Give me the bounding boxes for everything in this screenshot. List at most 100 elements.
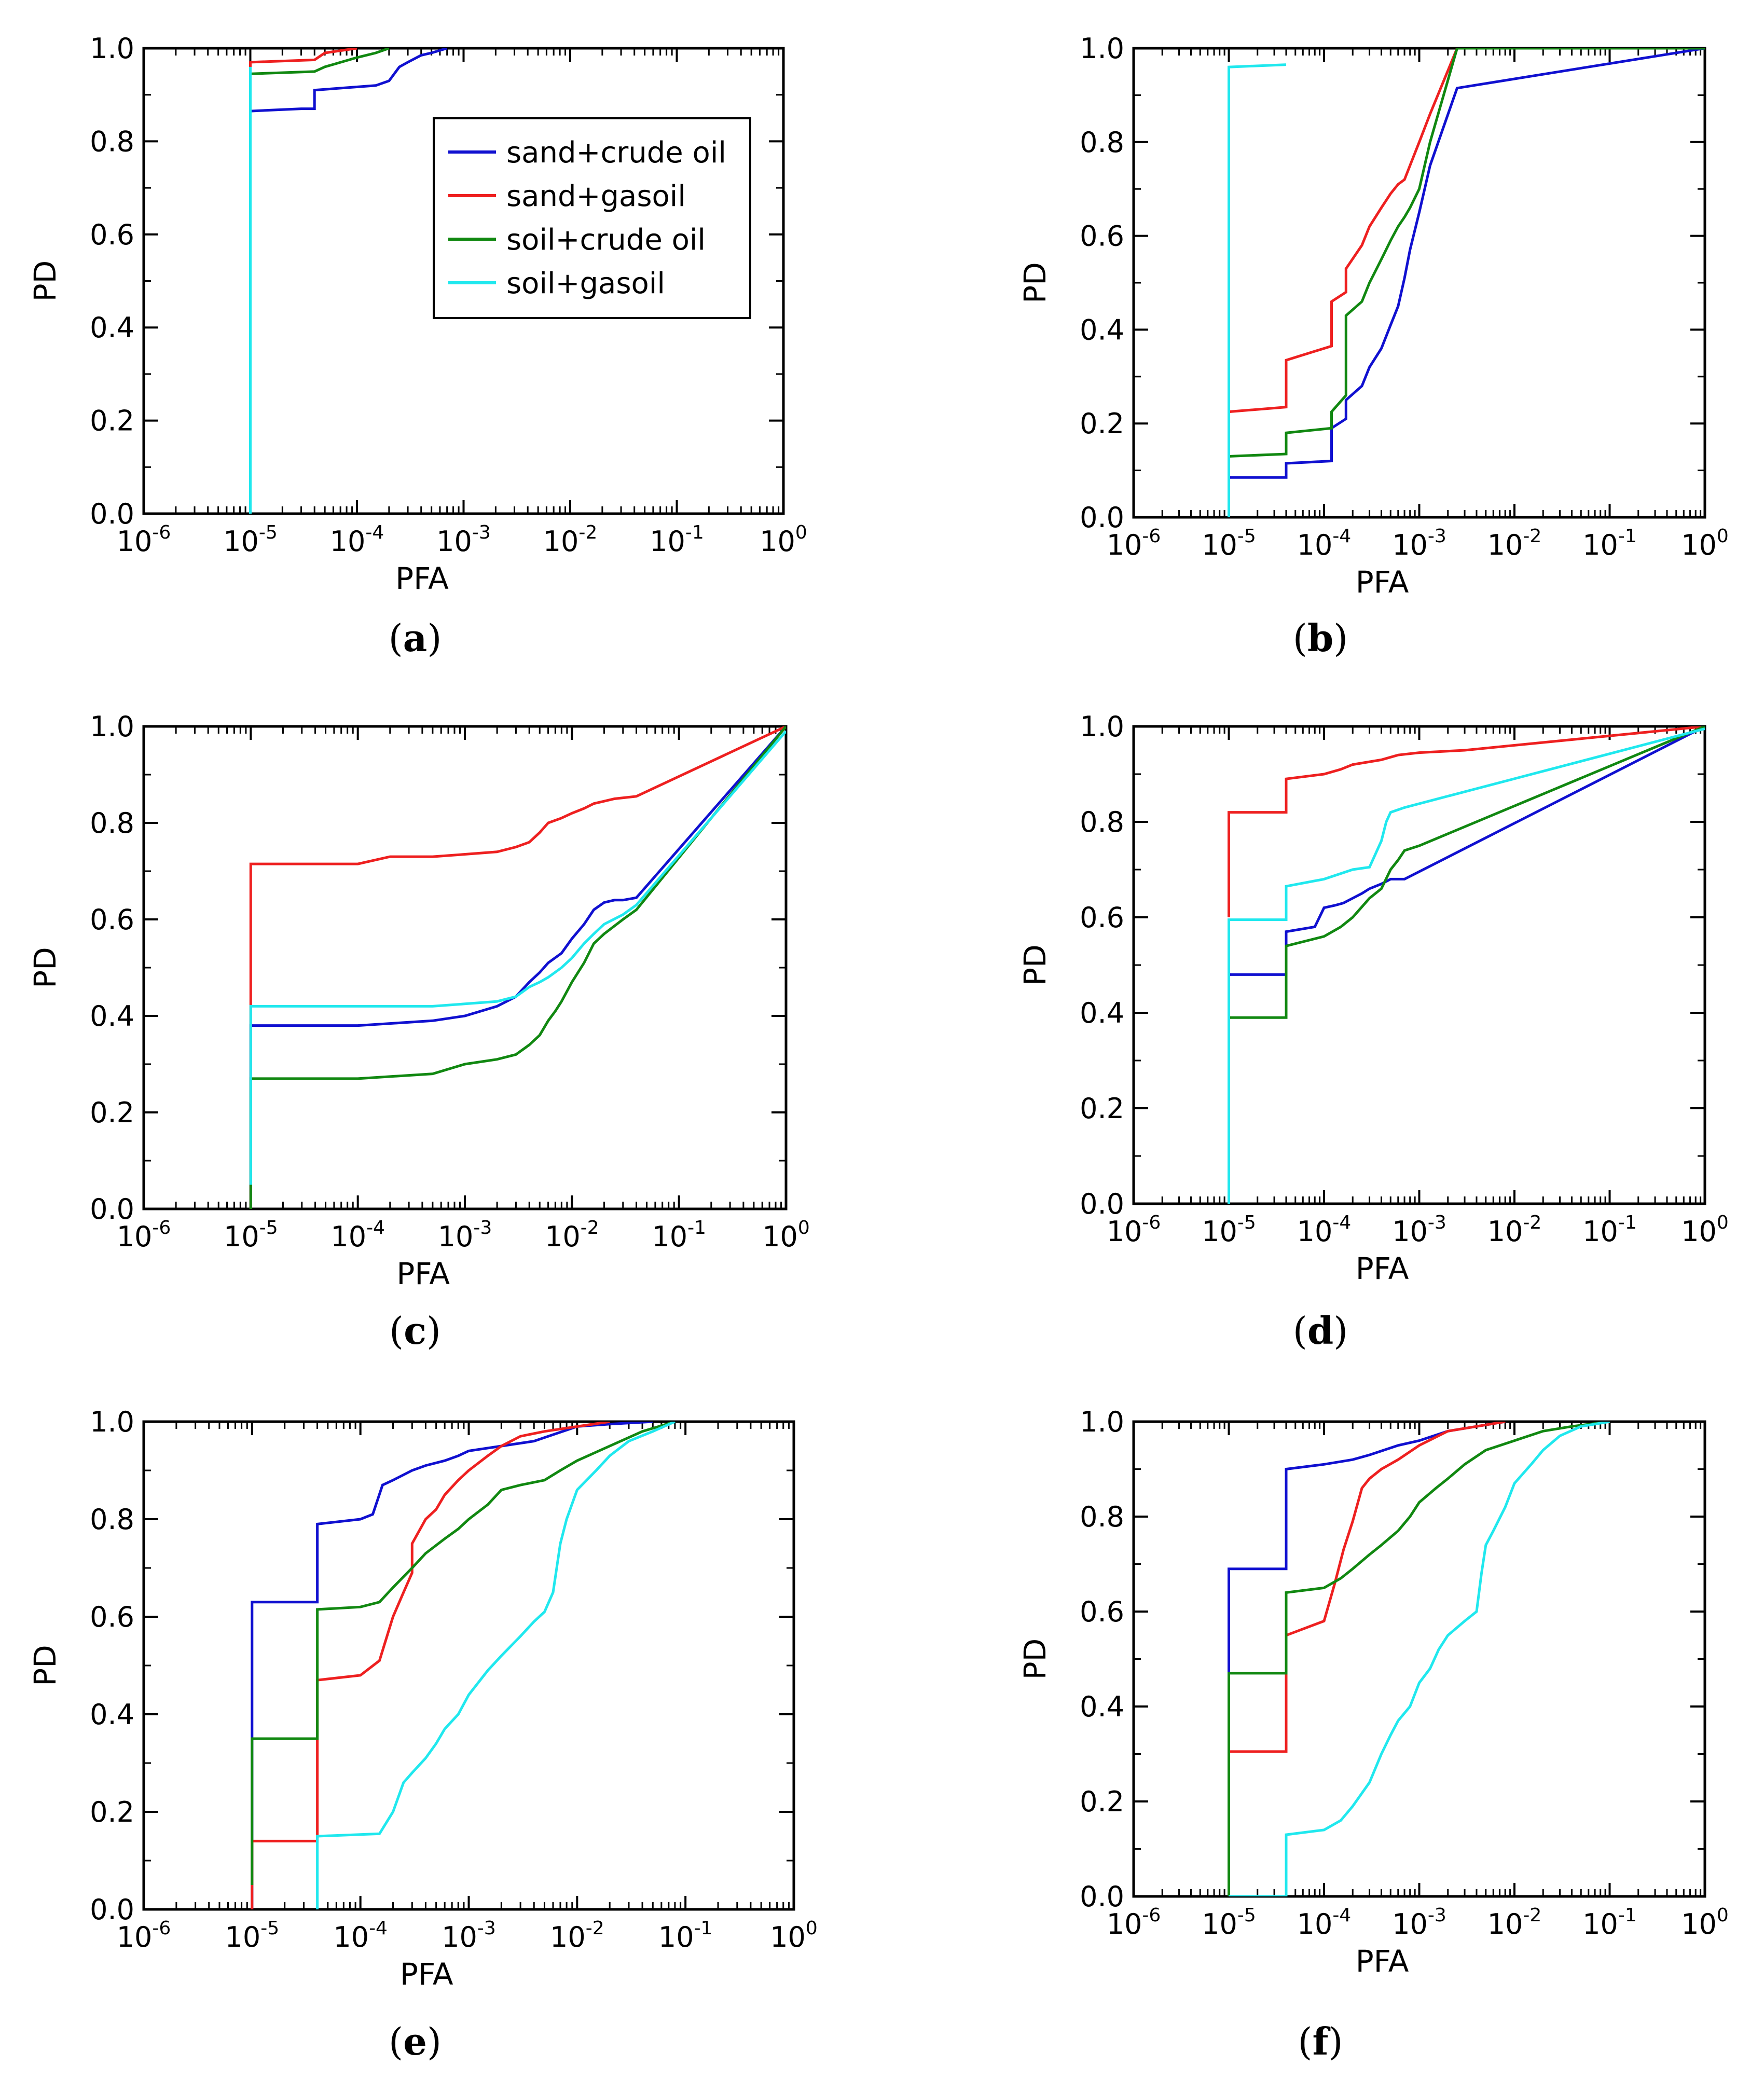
chart-panel-c: 10-6 10-5 10-4 10-3 10-2 10-1 100 0.0 0.2 0.4 0.6 0… <box>27 710 810 1353</box>
x-tick-label: 10-1 <box>658 1918 713 1953</box>
plot-frame <box>1132 725 1706 1205</box>
series-line-soil-crude-oil <box>249 726 786 1209</box>
series-line-soil-crude-oil <box>1228 726 1705 1204</box>
y-tick-label: 1.0 <box>90 32 134 65</box>
y-tick-label: 0.0 <box>1080 1880 1124 1913</box>
x-tick-label: 10-6 <box>117 1918 171 1953</box>
y-tick-label: 0.8 <box>90 1503 134 1536</box>
x-tick-label: 10-2 <box>1487 1212 1542 1248</box>
x-axis-title: PFA <box>1356 565 1409 600</box>
series-line-sand-crude-oil <box>249 48 448 514</box>
x-axis-title: PFA <box>1356 1251 1409 1286</box>
legend: sand+crude oil sand+gasoil soil+crude oil s… <box>433 117 751 319</box>
series-line-sand-gasoil <box>1228 726 1705 917</box>
x-tick-label: 10-5 <box>1202 526 1256 561</box>
panel-caption: (f) <box>1298 2019 1343 2063</box>
series-line-sand-crude-oil <box>1228 48 1705 517</box>
chart-panel-e: 10-6 10-5 10-4 10-3 10-2 10-1 100 0.0 0.2 0.4 0.6 0… <box>27 1406 818 2063</box>
x-tick-label: 10-6 <box>1107 526 1161 561</box>
x-tick-label: 10-6 <box>1107 1212 1161 1248</box>
x-tick-label: 100 <box>1681 1905 1729 1940</box>
x-tick-label: 100 <box>770 1918 818 1953</box>
y-tick-label: 0.6 <box>1080 220 1124 253</box>
y-tick-label: 0.2 <box>90 1096 134 1129</box>
y-tick-label: 0.2 <box>90 1796 134 1828</box>
series-line-soil-crude-oil <box>249 48 390 514</box>
legend-label: sand+gasoil <box>506 180 686 213</box>
x-tick-label: 10-3 <box>1392 526 1446 561</box>
series-line-sand-crude-oil <box>251 1422 653 1909</box>
plot-frame <box>1132 1420 1706 1898</box>
x-axis-title: PFA <box>400 1957 453 1992</box>
legend-label: sand+crude oil <box>506 136 726 170</box>
y-axis-title: PD <box>27 260 63 302</box>
x-ticks <box>143 48 784 514</box>
y-tick-label: 0.6 <box>90 218 134 251</box>
y-tick-label: 0.8 <box>90 125 134 158</box>
x-tick-label: 10-2 <box>1487 526 1542 561</box>
y-tick-label: 0.8 <box>1080 126 1124 159</box>
y-tick-label: 0.0 <box>90 1893 134 1926</box>
x-tick-label: 10-2 <box>1487 1905 1542 1940</box>
x-tick-label: 100 <box>760 522 807 558</box>
series-group <box>1228 726 1705 1204</box>
x-tick-label: 10-6 <box>117 1217 171 1253</box>
panel-caption: (e) <box>389 2019 442 2063</box>
y-axis-title: PD <box>1017 1639 1053 1680</box>
panel-caption: (c) <box>389 1309 441 1353</box>
y-tick-label: 0.2 <box>1080 1092 1124 1125</box>
panel-caption: (b) <box>1293 616 1348 660</box>
x-ticks <box>143 726 787 1209</box>
series-line-soil-gasoil <box>1228 63 1287 517</box>
y-tick-label: 0.6 <box>90 903 134 936</box>
series-line-soil-crude-oil <box>251 1422 676 1885</box>
chart-panel-b: 10-6 10-5 10-4 10-3 10-2 10-1 100 0.0 0.2 0.4 0.6 0… <box>1017 32 1729 660</box>
x-tick-label: 10-1 <box>1582 1212 1637 1248</box>
x-tick-label: 10-5 <box>224 1217 278 1253</box>
x-tick-label: 10-4 <box>1297 1212 1352 1248</box>
legend-label: soil+gasoil <box>506 267 665 300</box>
x-tick-label: 10-1 <box>1582 526 1637 561</box>
x-ticks <box>1133 48 1706 517</box>
y-tick-label: 0.4 <box>1080 1690 1124 1723</box>
plot-frame <box>142 1420 795 1911</box>
y-tick-label: 0.4 <box>90 1698 134 1731</box>
y-tick-label: 0.6 <box>1080 901 1124 934</box>
panel-caption: (a) <box>389 616 442 660</box>
series-line-sand-crude-oil <box>1228 726 1705 1204</box>
y-tick-label: 0.0 <box>90 1193 134 1226</box>
x-tick-label: 10-2 <box>545 1217 599 1253</box>
y-axis-title: PD <box>1017 944 1053 986</box>
series-line-sand-gasoil <box>1228 1422 1506 1896</box>
y-tick-label: 0.2 <box>1080 1785 1124 1818</box>
x-tick-label: 10-4 <box>330 1217 385 1253</box>
y-tick-label: 0.6 <box>1080 1595 1124 1628</box>
x-tick-label: 10-4 <box>330 522 384 558</box>
chart-panel-d: 10-6 10-5 10-4 10-3 10-2 10-1 100 0.0 0.2 0.4 0.6 0… <box>1017 710 1729 1353</box>
x-axis-title: PFA <box>395 561 449 596</box>
y-tick-label: 0.4 <box>90 311 134 344</box>
series-line-soil-crude-oil <box>1228 1422 1610 1896</box>
y-tick-label: 1.0 <box>1080 1406 1124 1438</box>
y-tick-label: 0.2 <box>1080 407 1124 440</box>
x-tick-label: 10-1 <box>650 522 704 558</box>
chart-panel-f: 10-6 10-5 10-4 10-3 10-2 10-1 100 0.0 0.2 0.4 0.6 0… <box>1017 1406 1729 2063</box>
y-axis-title: PD <box>27 1645 63 1686</box>
y-axis-title: PD <box>27 947 63 988</box>
x-ticks <box>143 1422 795 1909</box>
x-tick-label: 10-3 <box>438 1217 492 1253</box>
chart-panel-a: 10-6 10-5 10-4 10-3 10-2 10-1 100 0.0 0.2 0.4 0.6 0… <box>27 32 807 660</box>
x-tick-label: 10-4 <box>333 1918 388 1953</box>
series-line-sand-gasoil <box>249 48 357 514</box>
y-tick-label: 0.0 <box>1080 1188 1124 1220</box>
x-tick-label: 100 <box>1681 526 1729 561</box>
series-line-sand-gasoil <box>251 1422 610 1909</box>
y-tick-label: 1.0 <box>1080 32 1124 65</box>
series-line-soil-crude-oil <box>1228 48 1705 517</box>
x-ticks <box>1133 1422 1706 1896</box>
y-axis-title: PD <box>1017 262 1053 304</box>
x-tick-label: 10-2 <box>550 1918 604 1953</box>
x-tick-label: 10-1 <box>1582 1905 1637 1940</box>
y-tick-label: 0.4 <box>1080 313 1124 346</box>
